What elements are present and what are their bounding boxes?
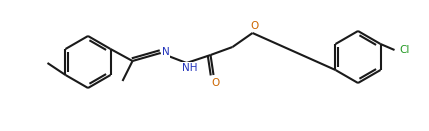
Text: NH: NH [182, 63, 197, 73]
Text: Cl: Cl [399, 45, 410, 55]
Text: N: N [162, 47, 169, 57]
Text: O: O [251, 21, 259, 31]
Text: O: O [211, 78, 220, 88]
